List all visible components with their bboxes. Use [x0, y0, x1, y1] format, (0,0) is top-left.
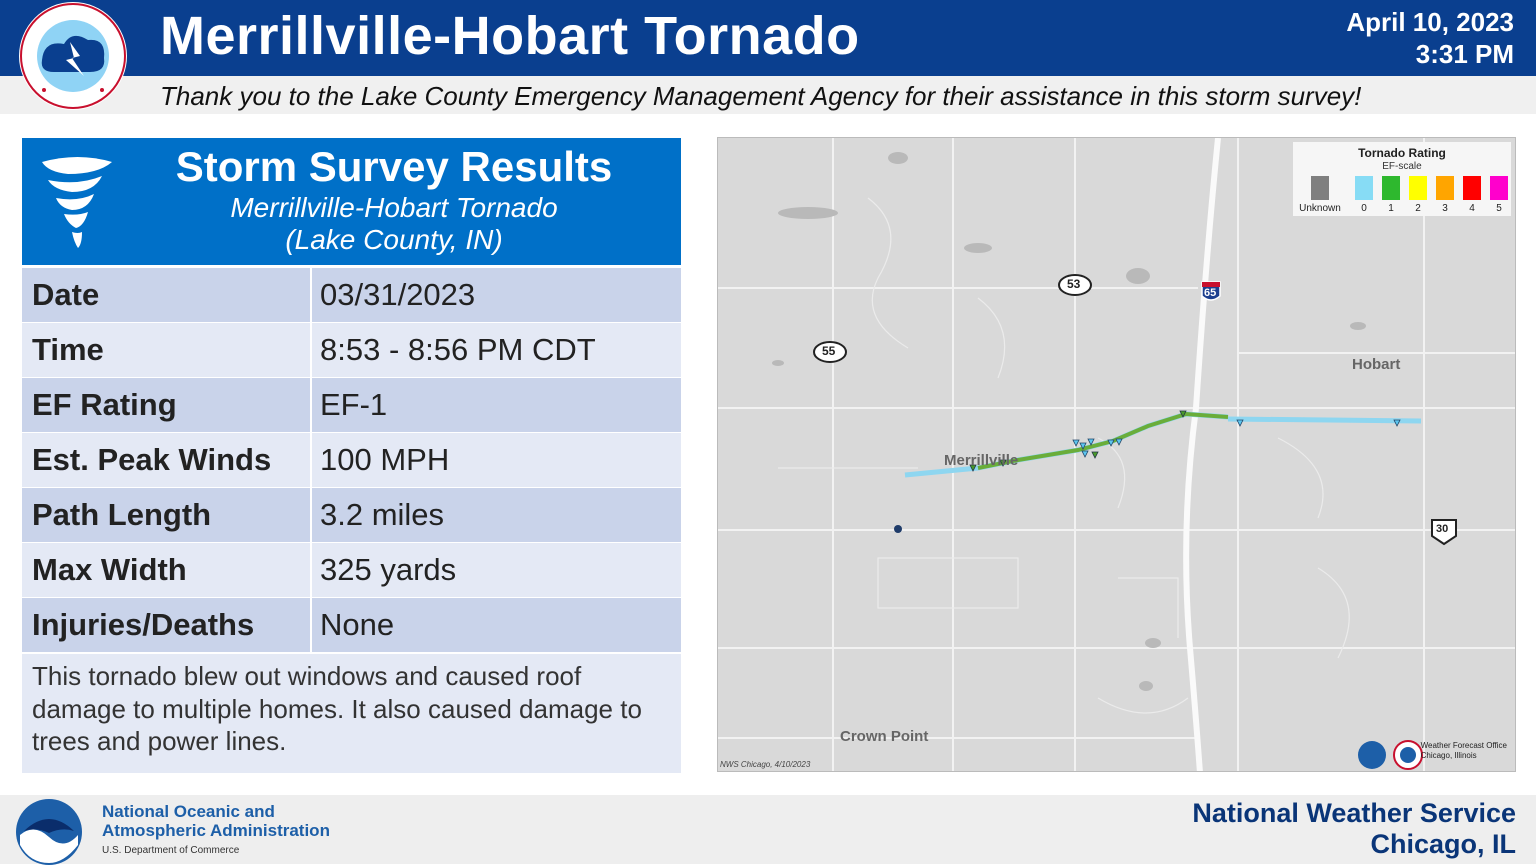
- tornado-track-map: Merrillville Hobart Crown Point 53 55 65…: [717, 137, 1516, 772]
- legend-label-ef2: 2: [1415, 203, 1421, 214]
- swatch-ef2: [1409, 176, 1427, 200]
- row-label: Path Length: [22, 488, 310, 542]
- noaa-logo-icon: [16, 799, 82, 865]
- row-label: Est. Peak Winds: [22, 433, 310, 487]
- nws-office-name: National Weather Service: [1192, 798, 1516, 828]
- issue-date: April 10, 2023: [1346, 7, 1514, 37]
- legend-label-ef4: 4: [1469, 203, 1475, 214]
- thanks-note: Thank you to the Lake County Emergency M…: [160, 81, 1362, 111]
- noaa-department: U.S. Department of Commerce: [102, 845, 240, 856]
- swatch-unknown: [1311, 176, 1329, 200]
- label-crown-point: Crown Point: [840, 728, 929, 745]
- map-legend: Tornado Rating EF-scale Unknown 0 1 2 3 …: [1293, 142, 1511, 216]
- wfo-line-2: Chicago, Illinois: [1420, 751, 1477, 760]
- legend-title: Tornado Rating: [1358, 146, 1446, 160]
- legend-label-ef1: 1: [1388, 203, 1394, 214]
- table-row: Est. Peak Winds 100 MPH: [22, 433, 681, 487]
- header-bar: [0, 0, 1536, 76]
- panel-subtitle-county: (Lake County, IN): [285, 224, 503, 255]
- row-value: 325 yards: [312, 543, 681, 597]
- row-value: None: [312, 598, 681, 652]
- table-row: Max Width 325 yards: [22, 543, 681, 597]
- legend-label-ef0: 0: [1361, 203, 1367, 214]
- swatch-ef4: [1463, 176, 1481, 200]
- shield-us-30: 30: [1436, 523, 1449, 535]
- legend-label-ef5: 5: [1496, 203, 1502, 214]
- legend-label-unknown: Unknown: [1299, 203, 1341, 214]
- swatch-ef3: [1436, 176, 1454, 200]
- table-row: Injuries/Deaths None: [22, 598, 681, 652]
- row-value: EF-1: [312, 378, 681, 432]
- row-label: EF Rating: [22, 378, 310, 432]
- map-credit: NWS Chicago, 4/10/2023: [720, 760, 811, 769]
- label-merrillville: Merrillville: [944, 452, 1019, 469]
- legend-label-ef3: 3: [1442, 203, 1448, 214]
- wfo-line-1: Weather Forecast Office: [1420, 741, 1507, 750]
- nws-office-location: Chicago, IL: [1370, 829, 1516, 859]
- row-value: 100 MPH: [312, 433, 681, 487]
- noaa-name-line-1: National Oceanic and: [102, 802, 275, 821]
- row-label: Time: [22, 323, 310, 377]
- panel-subtitle-event: Merrillville-Hobart Tornado: [230, 192, 558, 223]
- swatch-ef1: [1382, 176, 1400, 200]
- map-canvas: [718, 138, 1515, 771]
- table-row: Time 8:53 - 8:56 PM CDT: [22, 323, 681, 377]
- swatch-ef0: [1355, 176, 1373, 200]
- page-title: Merrillville-Hobart Tornado: [160, 6, 860, 66]
- event-description: This tornado blew out windows and caused…: [22, 654, 681, 773]
- nws-logo-icon: [19, 2, 127, 110]
- shield-route-55: 55: [822, 344, 836, 358]
- row-label: Max Width: [22, 543, 310, 597]
- survey-results-panel: Storm Survey Results Merrillville-Hobart…: [22, 138, 681, 773]
- panel-title: Storm Survey Results: [175, 143, 613, 190]
- label-hobart: Hobart: [1352, 356, 1401, 373]
- shield-route-53: 53: [1067, 277, 1081, 291]
- row-value: 8:53 - 8:56 PM CDT: [312, 323, 681, 377]
- shield-i-65: 65: [1204, 287, 1217, 299]
- panel-header: Storm Survey Results Merrillville-Hobart…: [22, 138, 681, 265]
- row-label: Injuries/Deaths: [22, 598, 310, 652]
- legend-scale: EF-scale: [1382, 161, 1422, 172]
- row-label: Date: [22, 268, 310, 322]
- footer-bar: [0, 795, 1536, 864]
- noaa-name-line-2: Atmospheric Administration: [102, 821, 330, 840]
- wfo-caption: Weather Forecast Office Chicago, Illinoi…: [1421, 741, 1507, 761]
- swatch-ef5: [1490, 176, 1508, 200]
- row-value: 3.2 miles: [312, 488, 681, 542]
- table-row: Path Length 3.2 miles: [22, 488, 681, 542]
- table-row: EF Rating EF-1: [22, 378, 681, 432]
- table-row: Date 03/31/2023: [22, 268, 681, 322]
- subtitle-strip: [0, 76, 1536, 114]
- issue-time: 3:31 PM: [1415, 39, 1514, 69]
- tornado-icon: [42, 157, 112, 248]
- row-value: 03/31/2023: [312, 268, 681, 322]
- issue-datetime: April 10, 2023 3:31 PM: [1346, 6, 1514, 70]
